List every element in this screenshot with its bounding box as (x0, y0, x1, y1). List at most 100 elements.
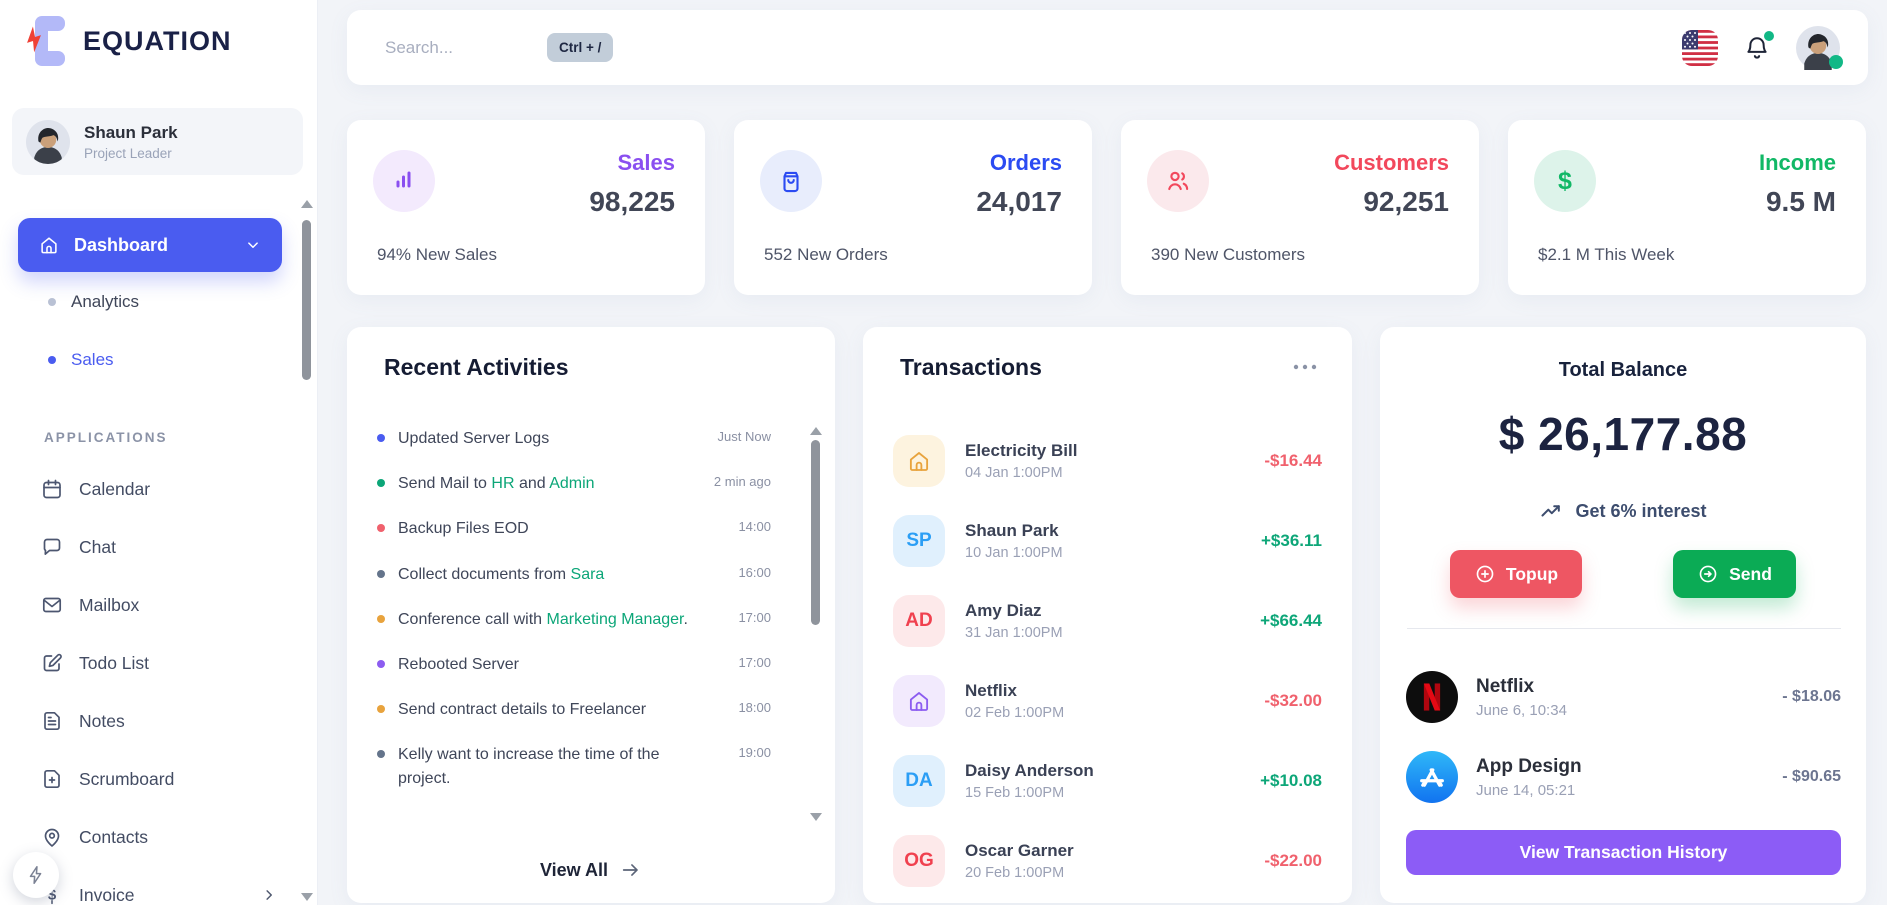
panel-title: Recent Activities (384, 354, 569, 380)
activity-item[interactable]: Kelly want to increase the time of the p… (377, 743, 771, 789)
apps-menu: Calendar Chat Mailbox Todo List Notes Scrumbo… (0, 460, 302, 905)
scrollbar-thumb[interactable] (302, 220, 311, 380)
activity-item[interactable]: Send Mail to HR and Admin 2 min ago (377, 472, 771, 495)
app-item-label: Mailbox (79, 594, 140, 615)
quick-actions-fab[interactable] (13, 852, 59, 898)
bolt-icon (25, 864, 47, 886)
view-all-link[interactable]: View All (347, 859, 835, 881)
activity-time: 17:00 (738, 654, 771, 670)
dot-icon (377, 569, 385, 578)
transaction-name: Electricity Bill (965, 441, 1078, 460)
ellipsis-menu-icon[interactable] (1291, 357, 1319, 377)
highlight-link[interactable]: HR (491, 475, 515, 493)
notifications-button[interactable] (1742, 30, 1774, 63)
trending-up-icon (1539, 499, 1563, 523)
divider (1407, 628, 1841, 629)
interest-label: Get 6% interest (1575, 500, 1707, 521)
dot-icon (377, 434, 385, 442)
stat-card-customers[interactable]: Customers 92,251 390 New Customers (1121, 120, 1479, 295)
stat-title: Sales (617, 150, 676, 175)
stat-note: $2.1 M This Week (1538, 245, 1675, 264)
transaction-info: Netflix 02 Feb 1:00PM (965, 681, 1064, 721)
sidebar-item-label: Dashboard (74, 234, 169, 255)
activities-scrollbar[interactable] (809, 427, 823, 821)
user-card[interactable]: Shaun Park Project Leader (12, 108, 303, 175)
stat-note: 390 New Customers (1151, 245, 1306, 264)
total-balance-panel: Total Balance $ 26,177.88 Get 6% interes… (1380, 327, 1866, 903)
transaction-row[interactable]: SP Shaun Park 10 Jan 1:00PM +$36.11 (893, 501, 1322, 581)
activity-item[interactable]: Conference call with Marketing Manager. 1… (377, 608, 771, 631)
app-item-label: Calendar (79, 478, 151, 499)
activity-item[interactable]: Collect documents from Sara 16:00 (377, 563, 771, 586)
activity-item[interactable]: Send contract details to Freelancer 18:00 (377, 698, 771, 721)
activity-text: Backup Files EOD (398, 517, 699, 540)
activity-item[interactable]: Backup Files EOD 14:00 (377, 517, 771, 540)
send-button[interactable]: Send (1673, 550, 1796, 598)
sidebar-subitem-sales[interactable]: Sales (0, 331, 300, 389)
balance-amount: $ 26,177.88 (1498, 408, 1748, 460)
highlight-link[interactable]: Sara (570, 565, 605, 583)
scrollbar-thumb[interactable] (811, 440, 820, 625)
sidebar-item-chat[interactable]: Chat (0, 518, 302, 576)
activity-time: 14:00 (738, 519, 771, 535)
sidebar-item-calendar[interactable]: Calendar (0, 460, 302, 518)
transaction-amount: -$32.00 (1264, 691, 1322, 710)
brand-logo-icon (26, 16, 70, 66)
transaction-date: 20 Feb 1:00PM (965, 865, 1065, 881)
stat-note: 94% New Sales (377, 245, 498, 264)
transaction-row[interactable]: Netflix 02 Feb 1:00PM -$32.00 (893, 661, 1322, 741)
sidebar-item-dashboard[interactable]: Dashboard (18, 218, 282, 272)
transactions-list: Electricity Bill 04 Jan 1:00PM -$16.44 SP Sh… (893, 421, 1322, 901)
activity-text: Rebooted Server (398, 653, 699, 676)
balance-transaction-row[interactable]: App Design June 14, 05:21 - $90.65 (1406, 737, 1841, 817)
send-label: Send (1729, 563, 1772, 584)
activity-item[interactable]: Rebooted Server 17:00 (377, 653, 771, 676)
interest-link[interactable]: Get 6% interest (1380, 499, 1866, 523)
activity-time: 17:00 (738, 609, 771, 625)
panel-title: Transactions (900, 354, 1042, 380)
stat-title: Customers (1334, 150, 1449, 175)
search-input[interactable] (385, 37, 545, 58)
stat-title: Orders (989, 150, 1062, 175)
scroll-up-arrow-icon[interactable] (301, 200, 313, 208)
sidebar-item-contacts[interactable]: Contacts (0, 808, 302, 866)
app-item-label: Contacts (79, 826, 149, 847)
transaction-row[interactable]: AD Amy Diaz 31 Jan 1:00PM +$66.44 (893, 581, 1322, 661)
transaction-amount: +$66.44 (1260, 611, 1322, 630)
sidebar-subitem-analytics[interactable]: Analytics (0, 273, 300, 331)
stat-card-orders[interactable]: Orders 24,017 552 New Orders (734, 120, 1092, 295)
view-transaction-history-button[interactable]: View Transaction History (1406, 830, 1841, 875)
sidebar-item-todo-list[interactable]: Todo List (0, 634, 302, 692)
sidebar-item-scrumboard[interactable]: Scrumboard (0, 750, 302, 808)
transaction-row[interactable]: Electricity Bill 04 Jan 1:00PM -$16.44 (893, 421, 1322, 501)
transaction-row[interactable]: OG Oscar Garner 20 Feb 1:00PM -$22.00 (893, 821, 1322, 901)
highlight-link[interactable]: Admin (549, 475, 595, 493)
stat-card-sales[interactable]: Sales 98,225 94% New Sales (347, 120, 705, 295)
dashboard-submenu: Analytics Sales (0, 273, 300, 389)
scroll-down-arrow-icon[interactable] (810, 813, 822, 821)
sidebar-scrollbar[interactable] (300, 200, 314, 901)
balance-transactions: Netflix June 6, 10:34 - $18.06 App Design Ju… (1406, 657, 1841, 817)
highlight-link[interactable]: Marketing Manager (546, 610, 684, 628)
dot-icon (377, 705, 385, 714)
transaction-name: Daisy Anderson (965, 761, 1094, 780)
stat-value: 9.5 M (1765, 186, 1836, 217)
scroll-down-arrow-icon[interactable] (301, 893, 313, 901)
avatar-initials: AD (893, 595, 945, 647)
scroll-up-arrow-icon[interactable] (810, 427, 822, 435)
text-segment: Updated Server Logs (398, 430, 550, 447)
dot-icon (377, 524, 385, 533)
sidebar-item-mailbox[interactable]: Mailbox (0, 576, 302, 634)
stat-card-income[interactable]: $ Income 9.5 M $2.1 M This Week (1508, 120, 1866, 295)
topup-button[interactable]: Topup (1450, 550, 1582, 598)
transaction-row[interactable]: DA Daisy Anderson 15 Feb 1:00PM +$10.08 (893, 741, 1322, 821)
profile-menu-button[interactable] (1796, 25, 1843, 70)
sidebar-item-notes[interactable]: Notes (0, 692, 302, 750)
bell-icon (1742, 33, 1772, 63)
brand[interactable]: EQUATION (26, 16, 232, 66)
dot-icon (48, 298, 56, 306)
transaction-amount: -$16.44 (1264, 451, 1322, 470)
balance-transaction-row[interactable]: Netflix June 6, 10:34 - $18.06 (1406, 657, 1841, 737)
language-flag-icon[interactable] (1682, 29, 1718, 66)
activity-item[interactable]: Updated Server Logs Just Now (377, 427, 771, 450)
